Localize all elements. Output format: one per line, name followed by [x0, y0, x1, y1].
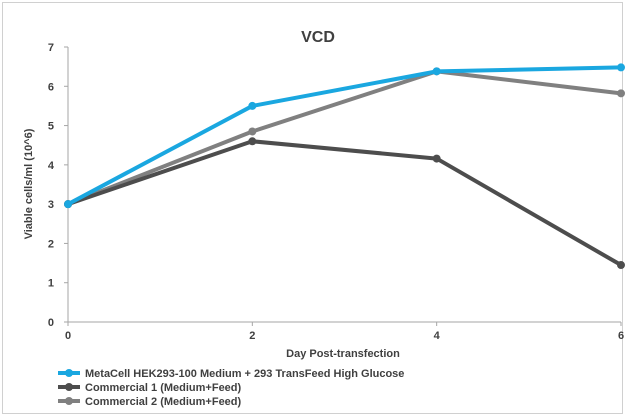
data-point	[248, 127, 257, 136]
data-point	[248, 101, 257, 110]
series-layer	[64, 63, 625, 270]
series-line	[66, 65, 623, 207]
x-tick-label: 6	[618, 330, 624, 342]
y-axis-label: Viable cells/ml (10^6)	[23, 128, 35, 239]
y-tick-label: 7	[48, 42, 54, 54]
data-point	[432, 154, 441, 163]
legend-label: Commercial 2 (Medium+Feed)	[85, 396, 242, 408]
legend-swatch-marker	[65, 383, 73, 391]
data-point	[617, 261, 625, 270]
series	[64, 137, 625, 270]
legend-item: Commercial 1 (Medium+Feed)	[58, 382, 242, 394]
y-tick-label: 3	[48, 199, 54, 211]
legend-label: Commercial 1 (Medium+Feed)	[85, 382, 242, 394]
data-point	[617, 63, 625, 72]
x-axis: 0 2 4 6	[65, 321, 624, 342]
y-tick-label: 1	[48, 278, 54, 290]
legend: MetaCell HEK293-100 Medium + 293 TransFe…	[58, 368, 404, 408]
series	[64, 63, 625, 209]
legend-swatch-marker	[65, 369, 73, 377]
chart-title: VCD	[301, 29, 335, 46]
legend-item: MetaCell HEK293-100 Medium + 293 TransFe…	[58, 368, 404, 380]
y-axis: 0 1 2 3 4 5 6 7	[48, 42, 69, 329]
y-tick-label: 0	[48, 317, 54, 329]
y-tick-label: 6	[48, 81, 54, 93]
y-tick-label: 5	[48, 121, 54, 133]
data-point	[248, 137, 257, 146]
legend-item: Commercial 2 (Medium+Feed)	[58, 396, 242, 408]
data-point	[617, 89, 625, 98]
x-tick-label: 2	[249, 330, 255, 342]
x-axis-label: Day Post-transfection	[286, 348, 400, 360]
data-point	[432, 67, 441, 76]
x-tick-label: 4	[434, 330, 441, 342]
y-tick-label: 4	[48, 160, 55, 172]
x-tick-label: 0	[65, 330, 71, 342]
legend-label: MetaCell HEK293-100 Medium + 293 TransFe…	[85, 368, 404, 380]
y-tick-label: 2	[48, 238, 54, 250]
series-line	[66, 69, 623, 207]
series-line	[66, 139, 623, 268]
data-point	[64, 200, 72, 209]
legend-swatch-marker	[65, 397, 73, 405]
